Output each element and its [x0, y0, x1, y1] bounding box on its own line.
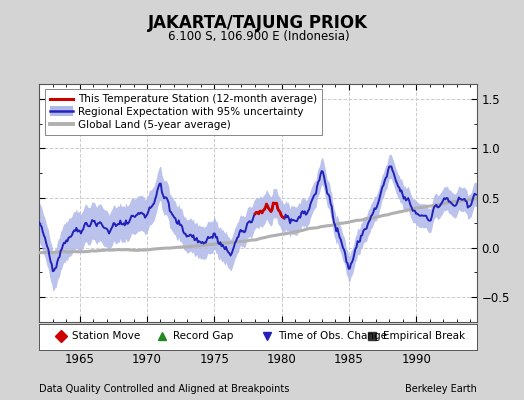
Text: Time of Obs. Change: Time of Obs. Change — [278, 332, 387, 342]
Text: 1990: 1990 — [401, 353, 431, 366]
Text: 1980: 1980 — [267, 353, 297, 366]
Text: Record Gap: Record Gap — [173, 332, 233, 342]
Text: Station Move: Station Move — [72, 332, 140, 342]
Text: Empirical Break: Empirical Break — [383, 332, 465, 342]
Text: 1970: 1970 — [132, 353, 162, 366]
Text: 1985: 1985 — [334, 353, 364, 366]
Text: Berkeley Earth: Berkeley Earth — [405, 384, 477, 394]
Text: 6.100 S, 106.900 E (Indonesia): 6.100 S, 106.900 E (Indonesia) — [168, 30, 349, 43]
Legend: This Temperature Station (12-month average), Regional Expectation with 95% uncer: This Temperature Station (12-month avera… — [45, 89, 322, 135]
Text: JAKARTA/TAJUNG PRIOK: JAKARTA/TAJUNG PRIOK — [148, 14, 368, 32]
Text: Data Quality Controlled and Aligned at Breakpoints: Data Quality Controlled and Aligned at B… — [39, 384, 290, 394]
Text: 1975: 1975 — [199, 353, 230, 366]
Text: 1965: 1965 — [65, 353, 95, 366]
